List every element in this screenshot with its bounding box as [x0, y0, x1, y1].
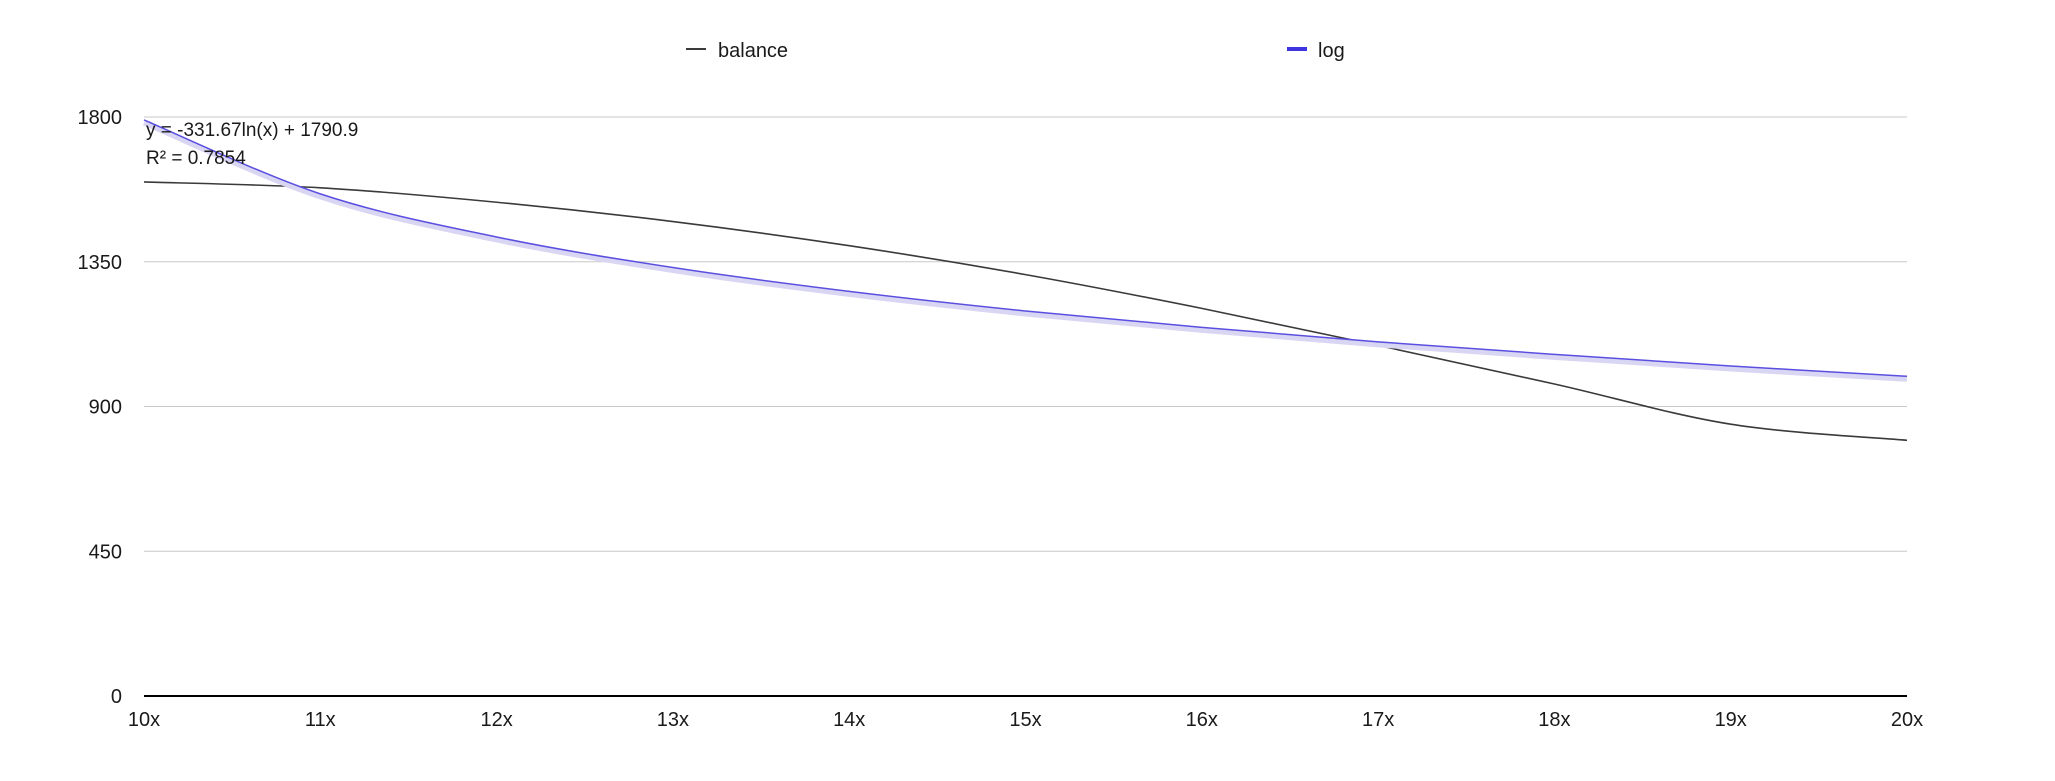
series-line-balance — [143, 181, 1908, 442]
trendline-annotation: y = -331.67ln(x) + 1790.9 R² = 0.7854 — [146, 120, 358, 169]
trendline-r-squared: R² = 0.7854 — [146, 148, 246, 169]
x-tick-label: 12x — [480, 709, 512, 731]
y-tick-label: 0 — [111, 686, 122, 708]
gridlines — [144, 116, 1907, 552]
legend-item-balance[interactable]: balance — [686, 40, 788, 62]
x-tick-label: 14x — [833, 709, 865, 731]
x-tick-label: 16x — [1186, 709, 1218, 731]
y-tick-label: 900 — [89, 397, 122, 419]
y-tick-label: 1800 — [78, 107, 123, 129]
y-tick-label: 450 — [89, 541, 122, 563]
series-line-log-shadow — [143, 120, 1908, 382]
x-axis-ticks: 10x 11x 12x 13x 14x 15x 16x 17x 18x 19x 20x — [128, 709, 1923, 731]
y-tick-label: 1350 — [78, 252, 123, 274]
x-tick-label: 11x — [305, 709, 336, 731]
x-tick-label: 20x — [1891, 709, 1923, 731]
legend-label-log: log — [1318, 40, 1345, 62]
legend-label-balance: balance — [718, 40, 788, 62]
legend-item-log[interactable]: log — [1287, 40, 1345, 62]
x-tick-label: 10x — [128, 709, 160, 731]
x-tick-label: 19x — [1715, 709, 1747, 731]
x-tick-label: 17x — [1362, 709, 1394, 731]
y-axis-ticks: 0 450 900 1350 1800 — [78, 107, 123, 708]
legend: balance log — [686, 40, 1345, 62]
trendline-equation: y = -331.67ln(x) + 1790.9 — [146, 120, 358, 141]
series-lines — [143, 119, 1908, 442]
x-tick-label: 13x — [657, 709, 689, 731]
x-tick-label: 18x — [1538, 709, 1570, 731]
x-tick-label: 15x — [1009, 709, 1041, 731]
series-line-log — [143, 119, 1908, 378]
